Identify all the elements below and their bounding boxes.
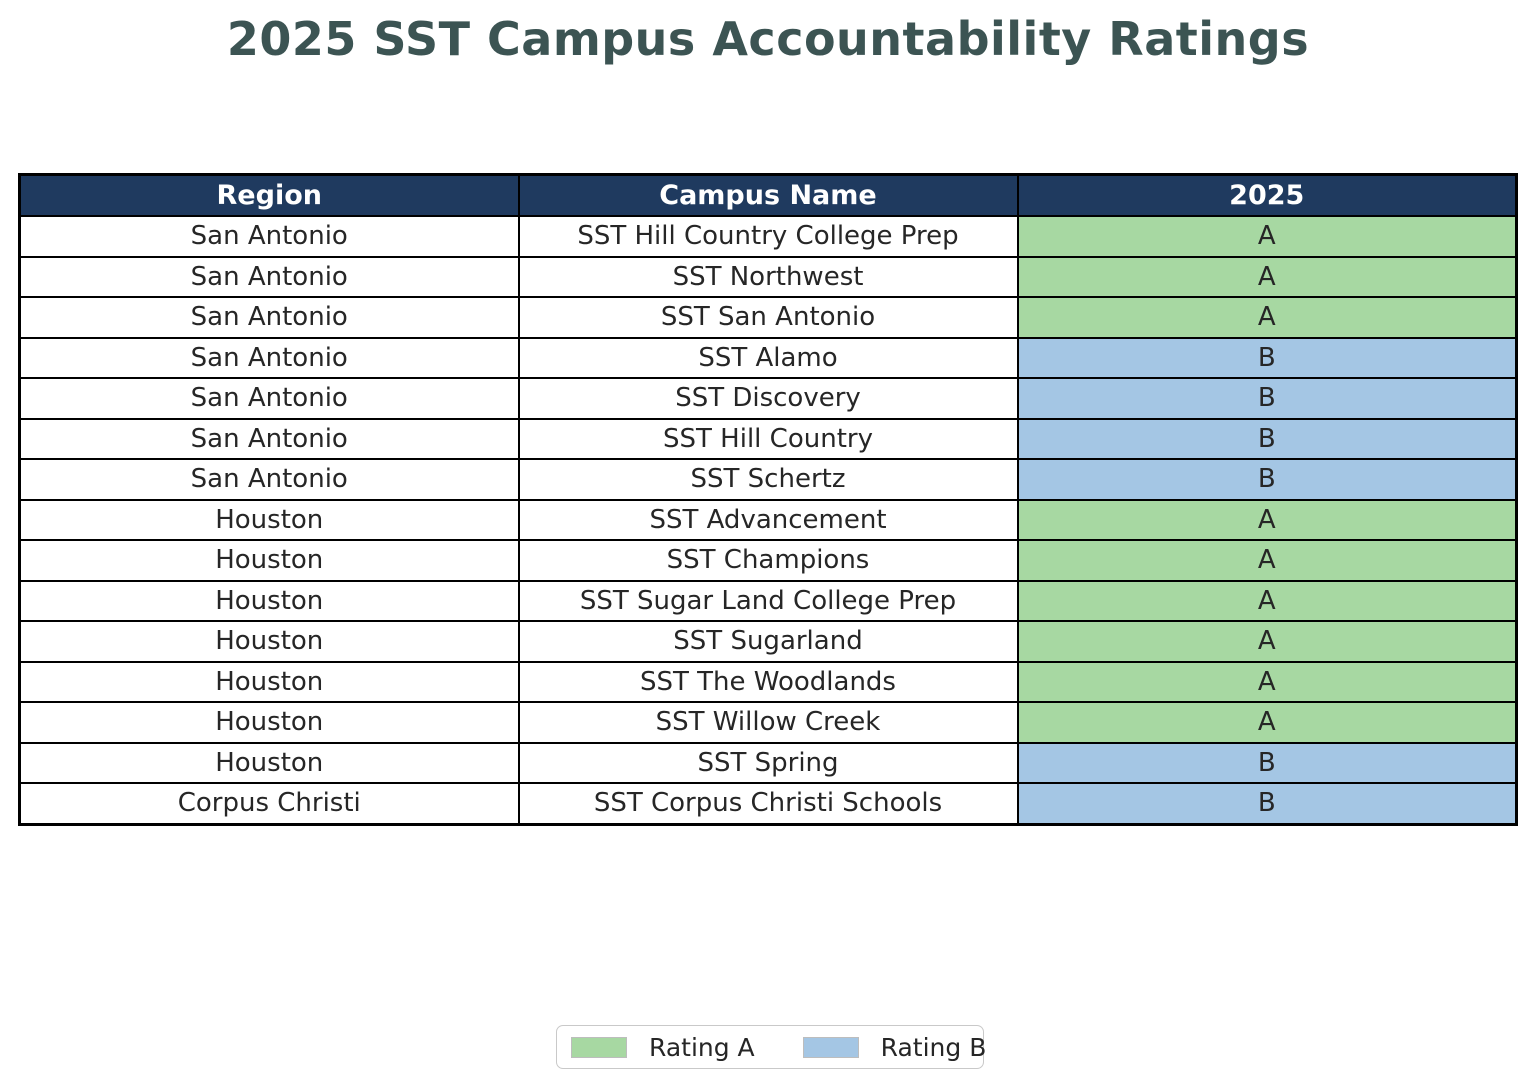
header-row: Region Campus Name 2025 bbox=[18, 173, 1518, 217]
campus-cell: SST Champions bbox=[517, 539, 1019, 582]
rating-cell: B bbox=[1016, 458, 1518, 501]
rating-cell: A bbox=[1016, 539, 1518, 582]
rating-cell: B bbox=[1016, 741, 1518, 784]
rating-cell: A bbox=[1016, 215, 1518, 258]
table-row: San Antonio SST Alamo B bbox=[18, 336, 1518, 379]
rating-cell: A bbox=[1016, 296, 1518, 339]
region-cell: San Antonio bbox=[18, 255, 520, 298]
column-header-campus-name: Campus Name bbox=[517, 173, 1019, 217]
table-row: Houston SST Spring B bbox=[18, 741, 1518, 784]
region-cell: Houston bbox=[18, 620, 520, 663]
campus-cell: SST Schertz bbox=[517, 458, 1019, 501]
campus-cell: SST Hill Country bbox=[517, 417, 1019, 460]
region-cell: Houston bbox=[18, 579, 520, 622]
rating-cell: B bbox=[1016, 782, 1518, 825]
campus-cell: SST Alamo bbox=[517, 336, 1019, 379]
region-cell: Houston bbox=[18, 701, 520, 744]
legend: Rating A Rating B bbox=[556, 1025, 987, 1069]
rating-cell: A bbox=[1016, 701, 1518, 744]
campus-cell: SST Advancement bbox=[517, 498, 1019, 541]
rating-cell: A bbox=[1016, 660, 1518, 703]
region-cell: Houston bbox=[18, 741, 520, 784]
ratings-table: Region Campus Name 2025 San Antonio SST … bbox=[18, 173, 1518, 826]
rating-cell: A bbox=[1016, 579, 1518, 622]
table-row: Houston SST Sugarland A bbox=[18, 620, 1518, 663]
page-title: 2025 SST Campus Accountability Ratings bbox=[226, 12, 1310, 66]
rating-cell: A bbox=[1016, 255, 1518, 298]
rating-b-swatch bbox=[802, 1036, 859, 1058]
campus-cell: SST Northwest bbox=[517, 255, 1019, 298]
table-row: Houston SST Champions A bbox=[18, 539, 1518, 582]
campus-cell: SST Willow Creek bbox=[517, 701, 1019, 744]
column-header-region: Region bbox=[18, 173, 520, 217]
region-cell: San Antonio bbox=[18, 458, 520, 501]
table-row: Houston SST Sugar Land College Prep A bbox=[18, 579, 1518, 622]
region-cell: Houston bbox=[18, 498, 520, 541]
region-cell: Corpus Christi bbox=[18, 782, 520, 825]
region-cell: San Antonio bbox=[18, 377, 520, 420]
region-cell: San Antonio bbox=[18, 417, 520, 460]
table-row: Houston SST Advancement A bbox=[18, 498, 1518, 541]
region-cell: San Antonio bbox=[18, 336, 520, 379]
rating-a-label: Rating A bbox=[649, 1032, 755, 1062]
region-cell: Houston bbox=[18, 660, 520, 703]
rating-a-swatch bbox=[571, 1036, 627, 1058]
campus-cell: SST Sugar Land College Prep bbox=[517, 579, 1019, 622]
campus-cell: SST Spring bbox=[517, 741, 1019, 784]
campus-cell: SST Corpus Christi Schools bbox=[517, 782, 1019, 825]
table-row: San Antonio SST San Antonio A bbox=[18, 296, 1518, 339]
campus-cell: SST Discovery bbox=[517, 377, 1019, 420]
campus-cell: SST The Woodlands bbox=[517, 660, 1019, 703]
table-row: San Antonio SST Hill Country College Pre… bbox=[18, 215, 1518, 258]
table-row: Houston SST The Woodlands A bbox=[18, 660, 1518, 703]
rating-cell: B bbox=[1016, 377, 1518, 420]
column-header-2025: 2025 bbox=[1016, 173, 1518, 217]
table-row: San Antonio SST Schertz B bbox=[18, 458, 1518, 501]
rating-cell: B bbox=[1016, 417, 1518, 460]
rating-cell: A bbox=[1016, 498, 1518, 541]
table-row: San Antonio SST Hill Country B bbox=[18, 417, 1518, 460]
rating-b-label: Rating B bbox=[880, 1032, 987, 1062]
table-row: San Antonio SST Northwest A bbox=[18, 255, 1518, 298]
campus-cell: SST Sugarland bbox=[517, 620, 1019, 663]
region-cell: San Antonio bbox=[18, 215, 520, 258]
table-row: Corpus Christi SST Corpus Christi School… bbox=[18, 782, 1518, 825]
campus-cell: SST Hill Country College Prep bbox=[517, 215, 1019, 258]
table-row: Houston SST Willow Creek A bbox=[18, 701, 1518, 744]
campus-cell: SST San Antonio bbox=[517, 296, 1019, 339]
rating-cell: A bbox=[1016, 620, 1518, 663]
rating-cell: B bbox=[1016, 336, 1518, 379]
table-row: San Antonio SST Discovery B bbox=[18, 377, 1518, 420]
region-cell: Houston bbox=[18, 539, 520, 582]
region-cell: San Antonio bbox=[18, 296, 520, 339]
